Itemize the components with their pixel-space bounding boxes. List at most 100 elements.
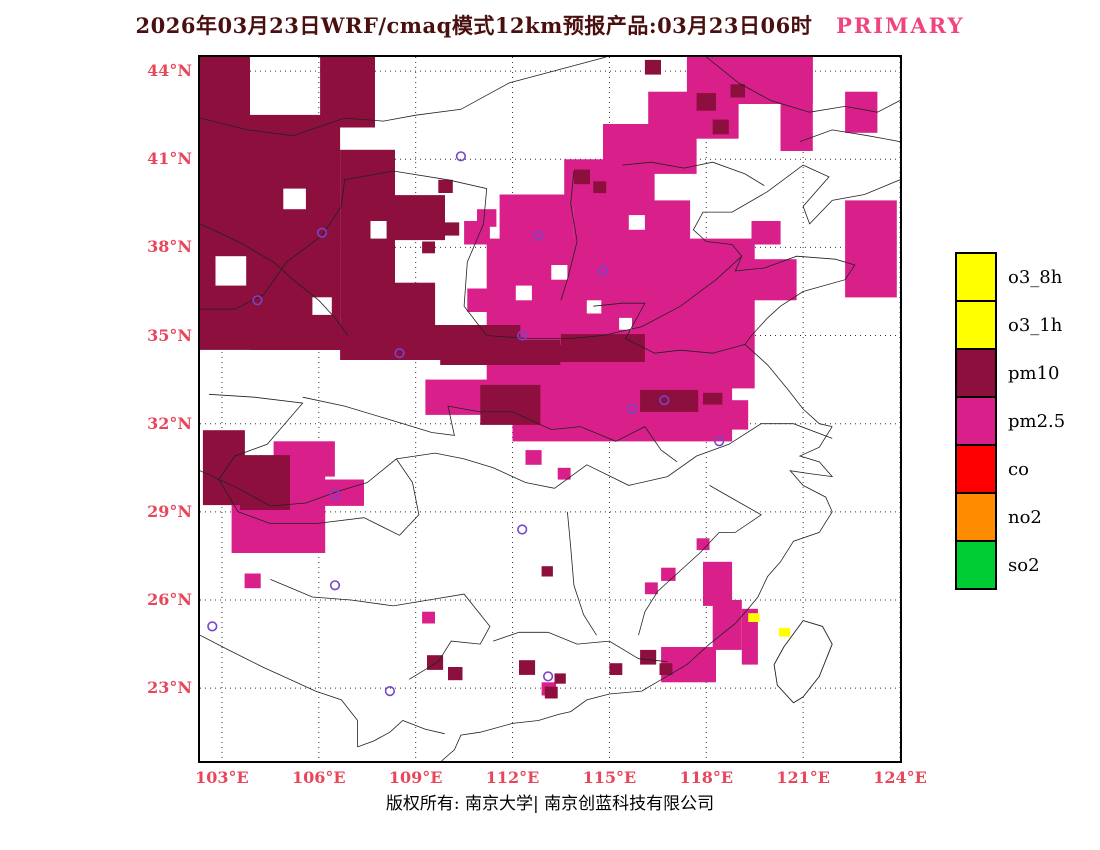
pm25-hole-cell [586,300,602,314]
legend-item-no2: no2 [955,492,1065,542]
legend-item-pm2.5: pm2.5 [955,396,1065,446]
pm25-cell [696,538,710,551]
legend-item-o3_1h: o3_1h [955,300,1065,350]
station-marker [455,151,467,162]
pm10-hole-cell [312,297,332,315]
taiwan-island [773,620,833,704]
pm25-cell [725,400,749,430]
legend-label: o3_8h [1008,266,1063,288]
pm25-cell [725,259,797,301]
pm10-cell [383,282,436,327]
station-marker [207,621,218,632]
title-primary-tag: PRIMARY [836,13,965,38]
pm10-cell [609,663,623,675]
pm25-cell [703,561,733,606]
lat-tick-label: 44°N [147,61,192,81]
pm25-hole-cell [619,317,632,330]
boundary-line [200,170,743,339]
lon-tick-label: 112°E [485,768,540,787]
pm10-cell [395,195,445,241]
station-marker [517,330,528,341]
pm10-cell [712,119,729,135]
boundary-line [638,532,720,636]
boundary-line [200,423,833,507]
boundary-line [622,161,765,187]
legend-swatch-pm10 [955,348,997,398]
station-marker [329,489,341,500]
lon-tick-label: 103°E [195,768,249,787]
o3-cell [778,627,791,637]
forecast-map [200,57,900,761]
pm10-cell [541,566,553,577]
station-marker [252,295,263,306]
station-marker [543,671,554,682]
lat-tick-label: 23°N [147,678,192,698]
legend-item-co: co [955,444,1065,494]
legend-item-so2: so2 [955,540,1065,590]
lon-tick-label: 115°E [582,768,637,787]
legend-swatch-pm2.5 [955,396,997,446]
boundary-line [493,631,668,663]
pm25-cell [499,194,574,242]
boundary-line [270,579,491,680]
pm25-cell [845,200,897,298]
boundary-line [560,170,578,301]
station-marker [714,436,725,447]
boundary-line [200,634,358,747]
pm10-cell [659,663,673,675]
boundary-line [441,426,834,761]
pm25-cell [467,288,490,312]
pm10-cell [573,169,590,185]
pm10-cell [320,57,375,128]
pm10-hole-cell [215,256,247,286]
title-text: 2026年03月23日WRF/cmaq模式12km预报产品:03月23日06时 [135,13,813,38]
pm10-cell [593,181,607,194]
boundary-line [208,393,420,536]
pm10-cell [438,179,453,193]
station-marker [394,348,405,359]
pm25-cell [780,57,813,151]
pm25-cell [661,567,676,581]
lon-tick-label: 121°E [776,768,830,787]
legend-swatch-o3_8h [955,252,997,302]
legend-label: no2 [1008,506,1042,528]
pm10-cell [422,241,435,254]
pm10-cell [561,334,645,362]
legend-swatch-co [955,444,997,494]
pm10-hole-cell [283,188,306,210]
map-plot-area [198,55,902,763]
pm25-cell [486,238,755,389]
pm10-cell [202,430,245,506]
lat-tick-label: 38°N [147,237,192,257]
pm25-hole-cell [628,215,645,230]
pm25-hole-cell [515,285,532,301]
station-marker [329,580,341,591]
station-marker [533,230,544,241]
pm25-cell [244,573,261,589]
station-marker [316,227,328,238]
pm10-cell [480,384,541,425]
boundary-line [799,129,900,142]
pm10-cell [554,673,566,684]
pm10-cell [644,59,661,75]
pm25-cell [751,221,781,245]
legend-label: pm10 [1008,362,1060,384]
pm25-cell [845,91,878,133]
lon-tick-label: 109°E [388,768,443,787]
boundary-line [692,164,900,427]
pm25-cell [422,611,435,624]
pm10-cell [696,93,716,111]
pm25-cell [425,379,490,415]
boundary-line [302,396,678,463]
boundary-line [706,57,900,113]
pm25-cell [477,209,497,227]
station-marker [517,524,528,535]
pm25-cell [644,582,658,595]
pm25-cell [741,608,758,665]
pm10-cell [640,649,657,665]
lat-tick-label: 29°N [147,501,192,521]
lat-tick-label: 32°N [147,413,192,433]
copyright-footer: 版权所有: 南京大学| 南京创蓝科技有限公司 [385,794,715,814]
lat-tick-label: 26°N [147,589,192,609]
lat-tick-label: 35°N [147,325,192,345]
